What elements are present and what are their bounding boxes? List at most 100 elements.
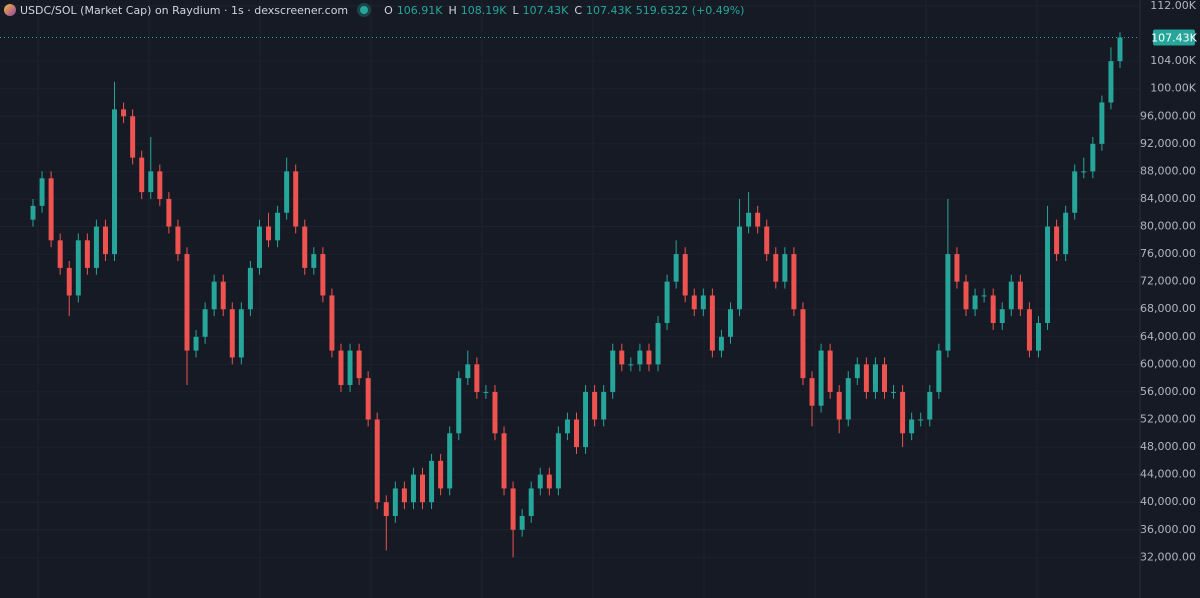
y-tick-label: 92,000.00	[1140, 137, 1196, 150]
candle-body	[1108, 61, 1114, 103]
candle-body	[474, 364, 480, 392]
candle-body	[818, 350, 824, 406]
candle-body	[66, 267, 72, 296]
candle-body	[782, 254, 788, 282]
candle-body	[157, 171, 163, 199]
y-tick-label: 44,000.00	[1140, 468, 1196, 481]
h-value: 108.19K	[460, 3, 507, 17]
candle-body	[48, 178, 54, 241]
candle-body	[284, 171, 290, 213]
candle-body	[220, 281, 226, 310]
candle-body	[900, 391, 906, 434]
y-tick-label: 72,000.00	[1140, 275, 1196, 288]
candle-body	[1099, 102, 1105, 144]
candle-body	[682, 254, 688, 296]
y-tick-label: 104.00K	[1150, 54, 1196, 67]
candle-body	[229, 309, 235, 358]
candle-body	[1017, 281, 1023, 310]
y-tick-label: 48,000.00	[1140, 440, 1196, 453]
candle-body	[909, 419, 915, 434]
candle-body	[139, 157, 145, 193]
candle-body	[202, 309, 208, 337]
candle-body	[438, 460, 444, 489]
candle-body	[420, 474, 425, 503]
candle-body	[247, 267, 253, 310]
candle-body	[1026, 309, 1032, 351]
candle-body	[1072, 171, 1078, 213]
price-label-box	[1153, 29, 1195, 46]
candle-body	[972, 295, 978, 310]
candle-body	[918, 419, 924, 421]
y-tick-label: 112.00K	[1150, 0, 1196, 12]
candle-body	[456, 378, 462, 434]
candle-body	[84, 240, 90, 268]
y-tick-label: 88,000.00	[1140, 164, 1196, 177]
y-tick-label: 84,000.00	[1140, 192, 1196, 205]
price-label: 107.43K	[1151, 31, 1197, 44]
candle-body	[30, 205, 36, 220]
candle-body	[990, 295, 996, 324]
candle-body	[1008, 281, 1014, 310]
o-label: O	[384, 3, 393, 17]
candle-body	[691, 295, 697, 310]
candle-body	[728, 309, 733, 337]
candle-body	[646, 350, 652, 365]
candle-body	[275, 212, 281, 241]
candle-body	[121, 109, 127, 117]
candle-body	[429, 460, 435, 503]
candle-body	[329, 295, 335, 351]
candle-body	[927, 391, 933, 420]
candle-body	[57, 240, 63, 268]
y-tick-label: 100.00K	[1150, 82, 1196, 95]
candle-body	[184, 254, 190, 351]
candle-body	[610, 350, 616, 392]
candle-body	[392, 488, 398, 516]
candle-body	[755, 212, 761, 227]
candle-body	[102, 226, 108, 255]
y-tick-label: 52,000.00	[1140, 413, 1196, 426]
c-value: 107.43K	[586, 3, 632, 17]
candle-body	[664, 281, 670, 324]
candle-body	[75, 240, 81, 296]
candle-body	[845, 378, 851, 420]
y-tick-label: 76,000.00	[1140, 247, 1196, 260]
candle-body	[238, 309, 244, 358]
candle-body	[211, 281, 217, 310]
candle-body	[872, 364, 878, 392]
candle-body	[528, 488, 534, 516]
candle-body	[356, 350, 362, 379]
candle-body	[791, 254, 797, 310]
candle-body	[891, 391, 897, 393]
candle-body	[718, 336, 724, 351]
candle-body	[863, 364, 869, 392]
candle-body	[338, 350, 344, 386]
token-icon	[4, 4, 16, 16]
candle-body	[293, 171, 299, 227]
y-tick-label: 36,000.00	[1140, 523, 1196, 536]
candle-body	[130, 116, 136, 158]
candle-body	[628, 364, 634, 366]
candle-body	[1081, 171, 1087, 173]
y-tick-label: 40,000.00	[1140, 495, 1196, 508]
y-tick-label: 32,000.00	[1140, 550, 1196, 563]
candle-body	[112, 109, 118, 255]
candle-body	[410, 474, 416, 503]
candle-body	[401, 488, 407, 503]
candle-body	[746, 212, 752, 227]
candle-body	[256, 226, 262, 268]
candle-body	[564, 419, 570, 434]
candle-body	[1054, 226, 1060, 255]
candle-body	[93, 226, 99, 268]
y-tick-label: 56,000.00	[1140, 385, 1196, 398]
symbol-title: USDC/SOL (Market Cap) on Raydium · 1s · …	[20, 3, 349, 17]
candle-body	[320, 254, 326, 296]
candle-body	[700, 295, 706, 310]
change: 519.6322 (+0.49%)	[635, 3, 745, 17]
candle-body	[519, 515, 525, 530]
candle-body	[999, 309, 1005, 324]
candle-body	[302, 226, 308, 268]
candle-body	[347, 350, 353, 386]
candle-body	[1063, 212, 1069, 255]
candle-body	[936, 350, 942, 392]
